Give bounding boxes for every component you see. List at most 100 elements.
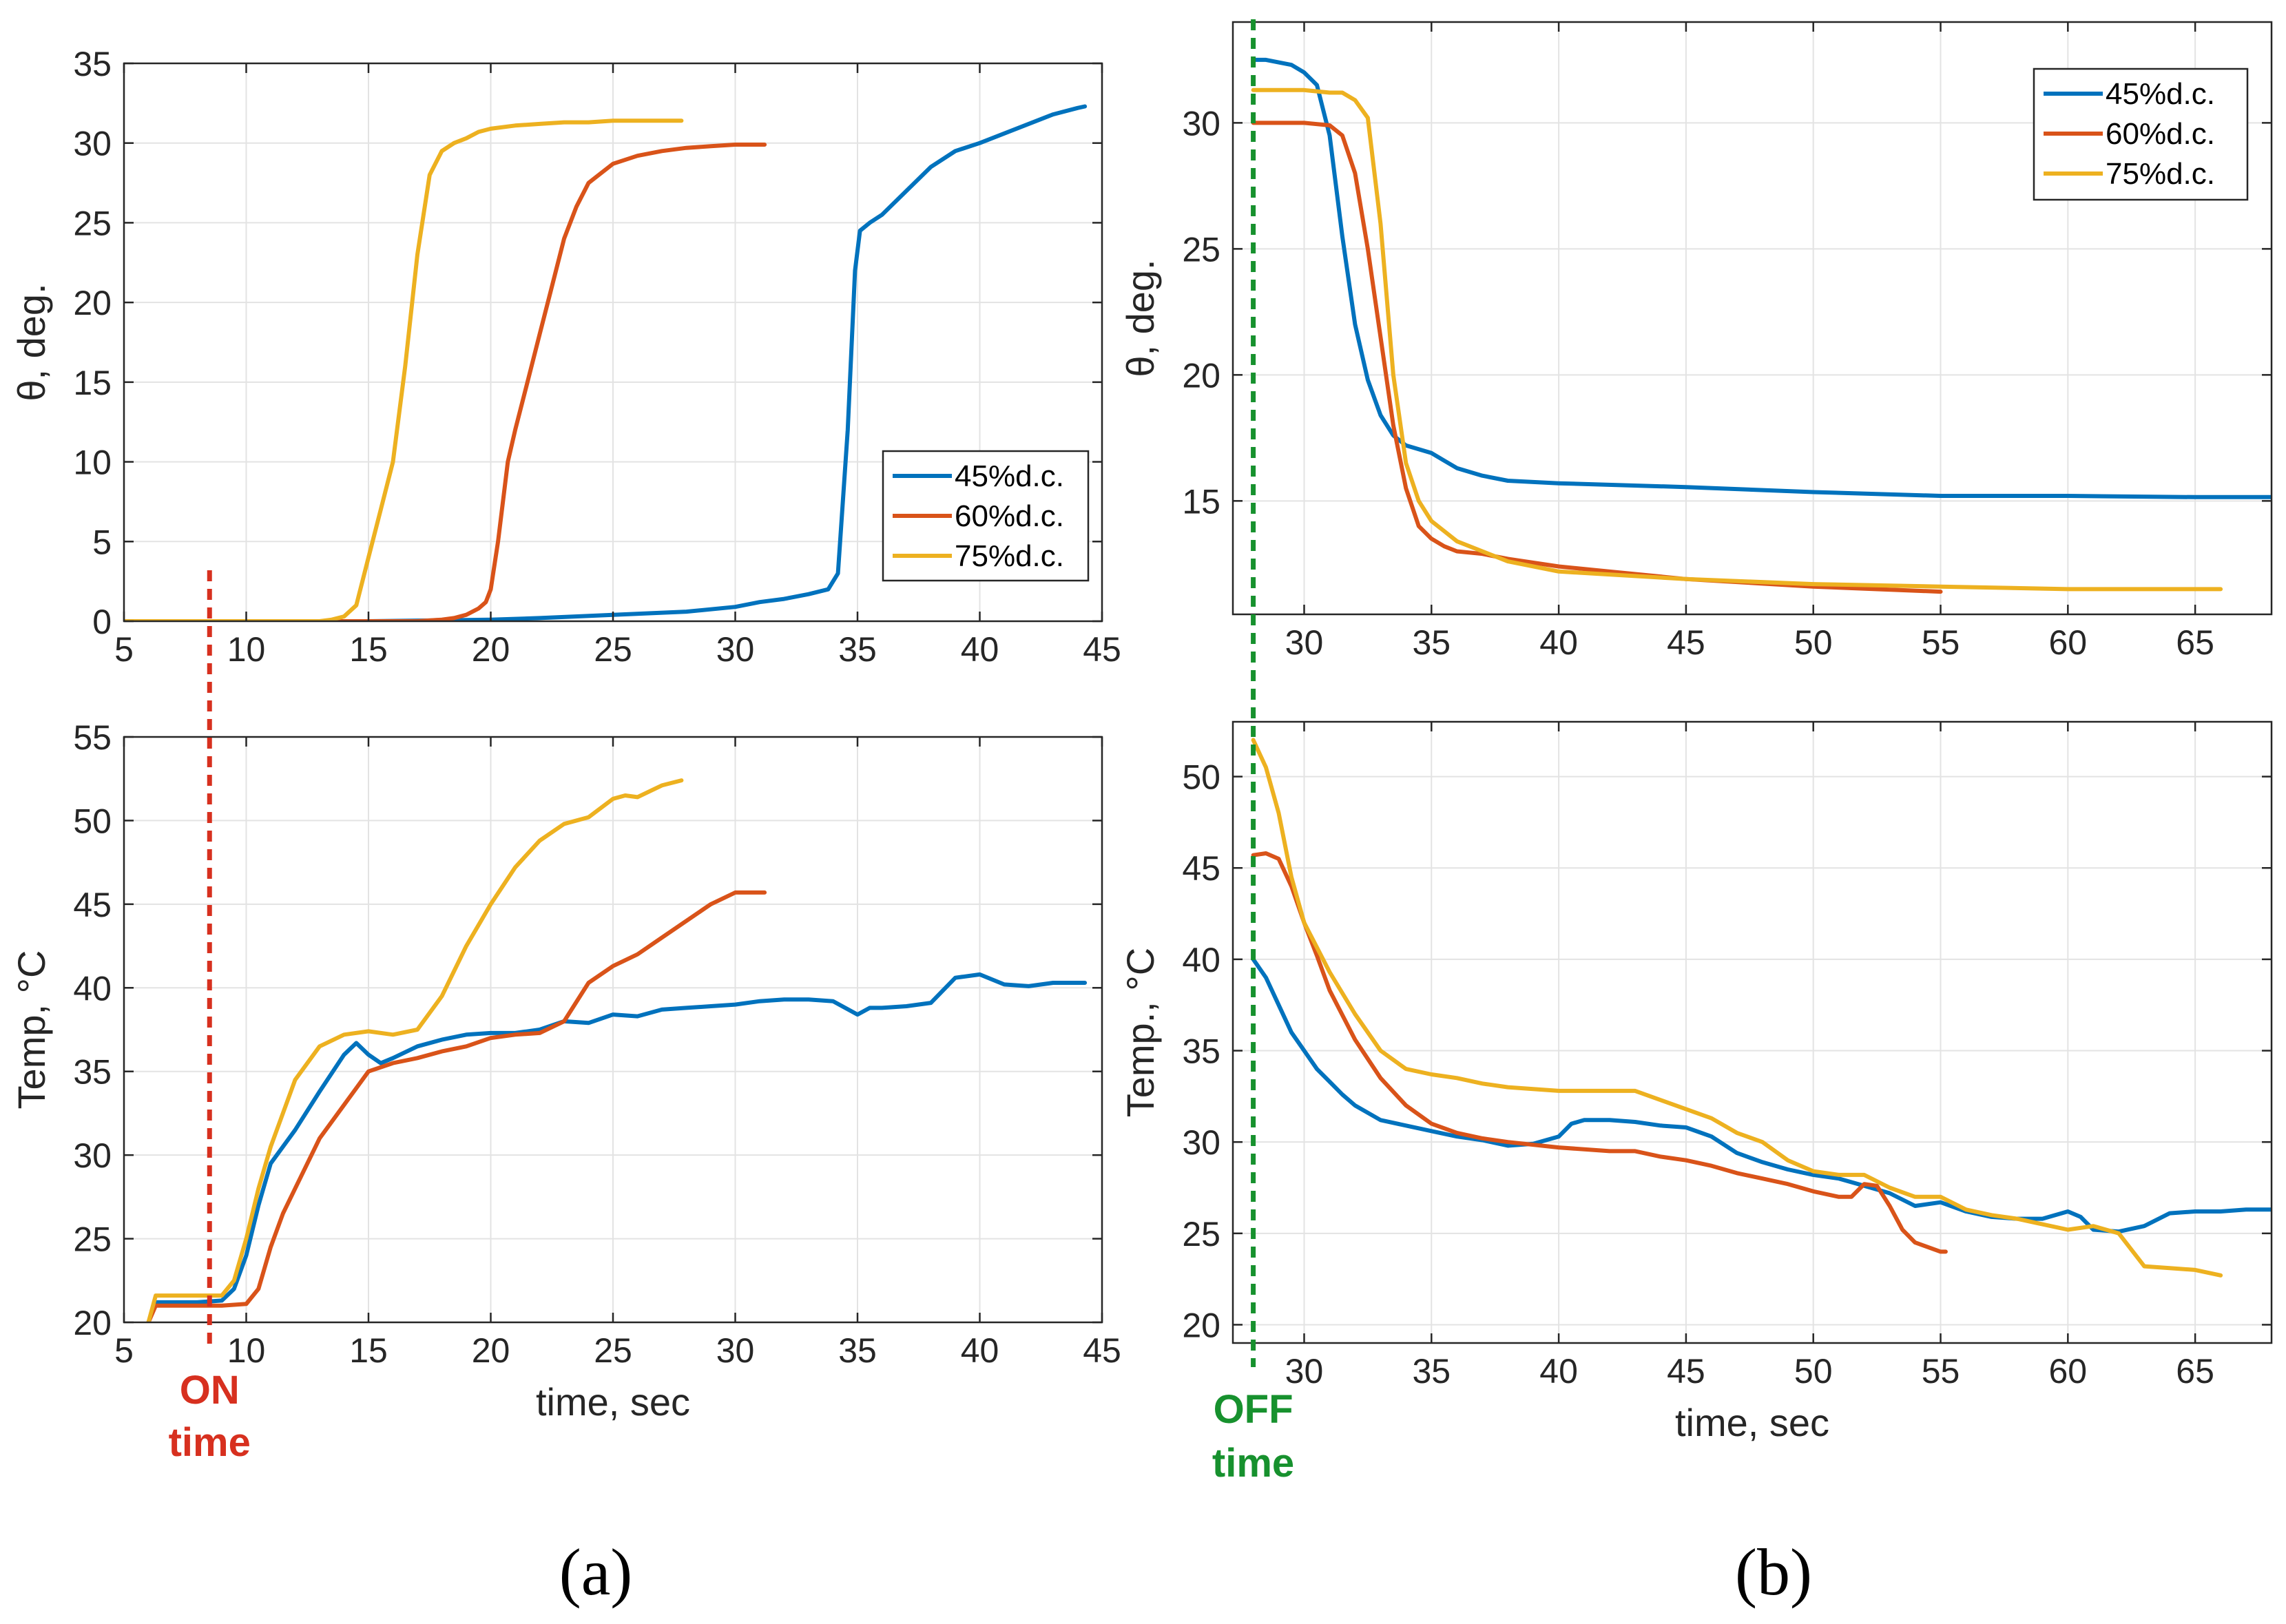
- x-tick-label: 5: [114, 1331, 134, 1370]
- off-time-label-2: time: [1212, 1441, 1294, 1486]
- y-tick-label: 30: [73, 1136, 112, 1175]
- series-line-s60: [1251, 851, 1948, 1254]
- y-tick-label: 20: [1182, 1306, 1220, 1344]
- x-axis-label: time, sec: [536, 1380, 690, 1424]
- series-line-s75: [124, 118, 684, 621]
- x-tick-label: 35: [1412, 623, 1451, 662]
- on-time-label-2: time: [169, 1420, 251, 1465]
- y-tick-label: 55: [73, 718, 112, 757]
- x-tick-label: 5: [114, 630, 134, 669]
- series-line-s45: [124, 104, 1088, 621]
- y-tick-label: 30: [1182, 104, 1220, 143]
- plot-area: [1233, 722, 2272, 1343]
- x-tick-label: 30: [1285, 1352, 1324, 1391]
- x-tick-label: 30: [1285, 623, 1324, 662]
- y-tick-label: 35: [73, 45, 112, 83]
- y-axis-label: θ, deg.: [1119, 259, 1162, 377]
- series-line-s75: [146, 778, 684, 1322]
- x-tick-label: 35: [838, 630, 877, 669]
- axes-box: [1232, 720, 2273, 1344]
- x-tick-label: 55: [1922, 1352, 1960, 1391]
- x-tick-label: 20: [472, 1331, 510, 1370]
- off-time-label: OFF: [1214, 1387, 1293, 1432]
- y-tick-label: 5: [92, 523, 112, 561]
- legend-entry: 60%d.c.: [955, 499, 1064, 533]
- x-tick-label: 25: [594, 630, 632, 669]
- y-tick-label: 15: [73, 364, 112, 402]
- y-tick-label: 15: [1182, 482, 1220, 521]
- series-line-s45: [1251, 57, 2272, 499]
- axes-box: [1232, 21, 2273, 616]
- x-tick-label: 60: [2049, 623, 2088, 662]
- y-axis-label: Temp., °C: [1119, 948, 1162, 1117]
- y-tick-label: 25: [1182, 1215, 1220, 1253]
- chart-a-bottom: 5 10 15 20 25 30 35 40 45 20 25 30 35 40 45 50 55 Temp, °…: [10, 718, 1121, 1424]
- series-line-s45: [146, 972, 1088, 1322]
- x-tick-label: 65: [2176, 623, 2214, 662]
- series-line-s60: [146, 890, 767, 1322]
- chart-b-bottom: 30 35 40 45 50 55 60 65 20 25 30 35 40 45 50 Temp., °C t…: [1119, 720, 2273, 1444]
- x-tick-label: 55: [1922, 623, 1960, 662]
- legend-entry: 45%d.c.: [2106, 77, 2215, 111]
- x-tick-label: 35: [838, 1331, 877, 1370]
- panel-label-a: (a): [559, 1535, 633, 1609]
- x-tick-label: 60: [2049, 1352, 2088, 1391]
- x-tick-label: 45: [1083, 1331, 1121, 1370]
- y-tick-label: 0: [92, 603, 112, 641]
- y-tick-label: 50: [73, 802, 112, 840]
- y-tick-label: 35: [1182, 1032, 1220, 1071]
- y-tick-label: 25: [1182, 230, 1220, 269]
- legend-entry: 75%d.c.: [955, 539, 1064, 573]
- x-tick-label: 20: [472, 630, 510, 669]
- y-axis-label: Temp, °C: [10, 950, 53, 1110]
- legend: 45%d.c. 60%d.c. 75%d.c.: [882, 450, 1090, 582]
- y-tick-label: 35: [73, 1053, 112, 1092]
- x-tick-label: 30: [716, 630, 755, 669]
- x-tick-label: 65: [2176, 1352, 2214, 1391]
- x-tick-label: 45: [1667, 623, 1705, 662]
- x-tick-label: 45: [1667, 1352, 1705, 1391]
- y-tick-label: 25: [73, 1220, 112, 1259]
- legend-entry: 45%d.c.: [955, 459, 1064, 493]
- x-tick-label: 15: [349, 1331, 388, 1370]
- x-tick-label: 40: [961, 1331, 999, 1370]
- on-time-label: ON: [180, 1368, 240, 1413]
- y-axis-label: θ, deg.: [10, 283, 53, 401]
- y-tick-label: 30: [1182, 1123, 1220, 1162]
- y-tick-label: 20: [73, 1304, 112, 1342]
- x-tick-label: 25: [594, 1331, 632, 1370]
- x-tick-label: 40: [1539, 1352, 1578, 1391]
- series-line-s60: [1251, 121, 1943, 594]
- y-tick-label: 45: [73, 886, 112, 924]
- series-line-s45: [1251, 957, 2272, 1234]
- series-line-s60: [124, 143, 767, 621]
- y-tick-label: 40: [73, 969, 112, 1008]
- y-tick-label: 20: [1182, 356, 1220, 395]
- x-tick-label: 40: [1539, 623, 1578, 662]
- series-line-s75: [1251, 738, 2223, 1278]
- panel-label-b: (b): [1735, 1535, 1812, 1609]
- series-line-s75: [1251, 87, 2223, 592]
- y-tick-label: 30: [73, 125, 112, 163]
- x-tick-label: 45: [1083, 630, 1121, 669]
- x-tick-label: 10: [227, 630, 266, 669]
- x-tick-label: 50: [1794, 623, 1833, 662]
- x-tick-label: 10: [227, 1331, 266, 1370]
- x-tick-label: 30: [716, 1331, 755, 1370]
- y-tick-label: 50: [1182, 758, 1220, 797]
- y-tick-label: 20: [73, 284, 112, 322]
- y-tick-label: 25: [73, 204, 112, 242]
- x-tick-label: 50: [1794, 1352, 1833, 1391]
- x-tick-label: 40: [961, 630, 999, 669]
- x-axis-label: time, sec: [1675, 1401, 1829, 1444]
- legend-entry: 75%d.c.: [2106, 157, 2215, 191]
- y-tick-label: 10: [73, 444, 112, 482]
- y-tick-label: 40: [1182, 941, 1220, 979]
- y-tick-label: 45: [1182, 849, 1220, 888]
- x-tick-label: 15: [349, 630, 388, 669]
- legend-entry: 60%d.c.: [2106, 117, 2215, 151]
- x-tick-label: 35: [1412, 1352, 1451, 1391]
- legend: 45%d.c. 60%d.c. 75%d.c.: [2033, 67, 2249, 201]
